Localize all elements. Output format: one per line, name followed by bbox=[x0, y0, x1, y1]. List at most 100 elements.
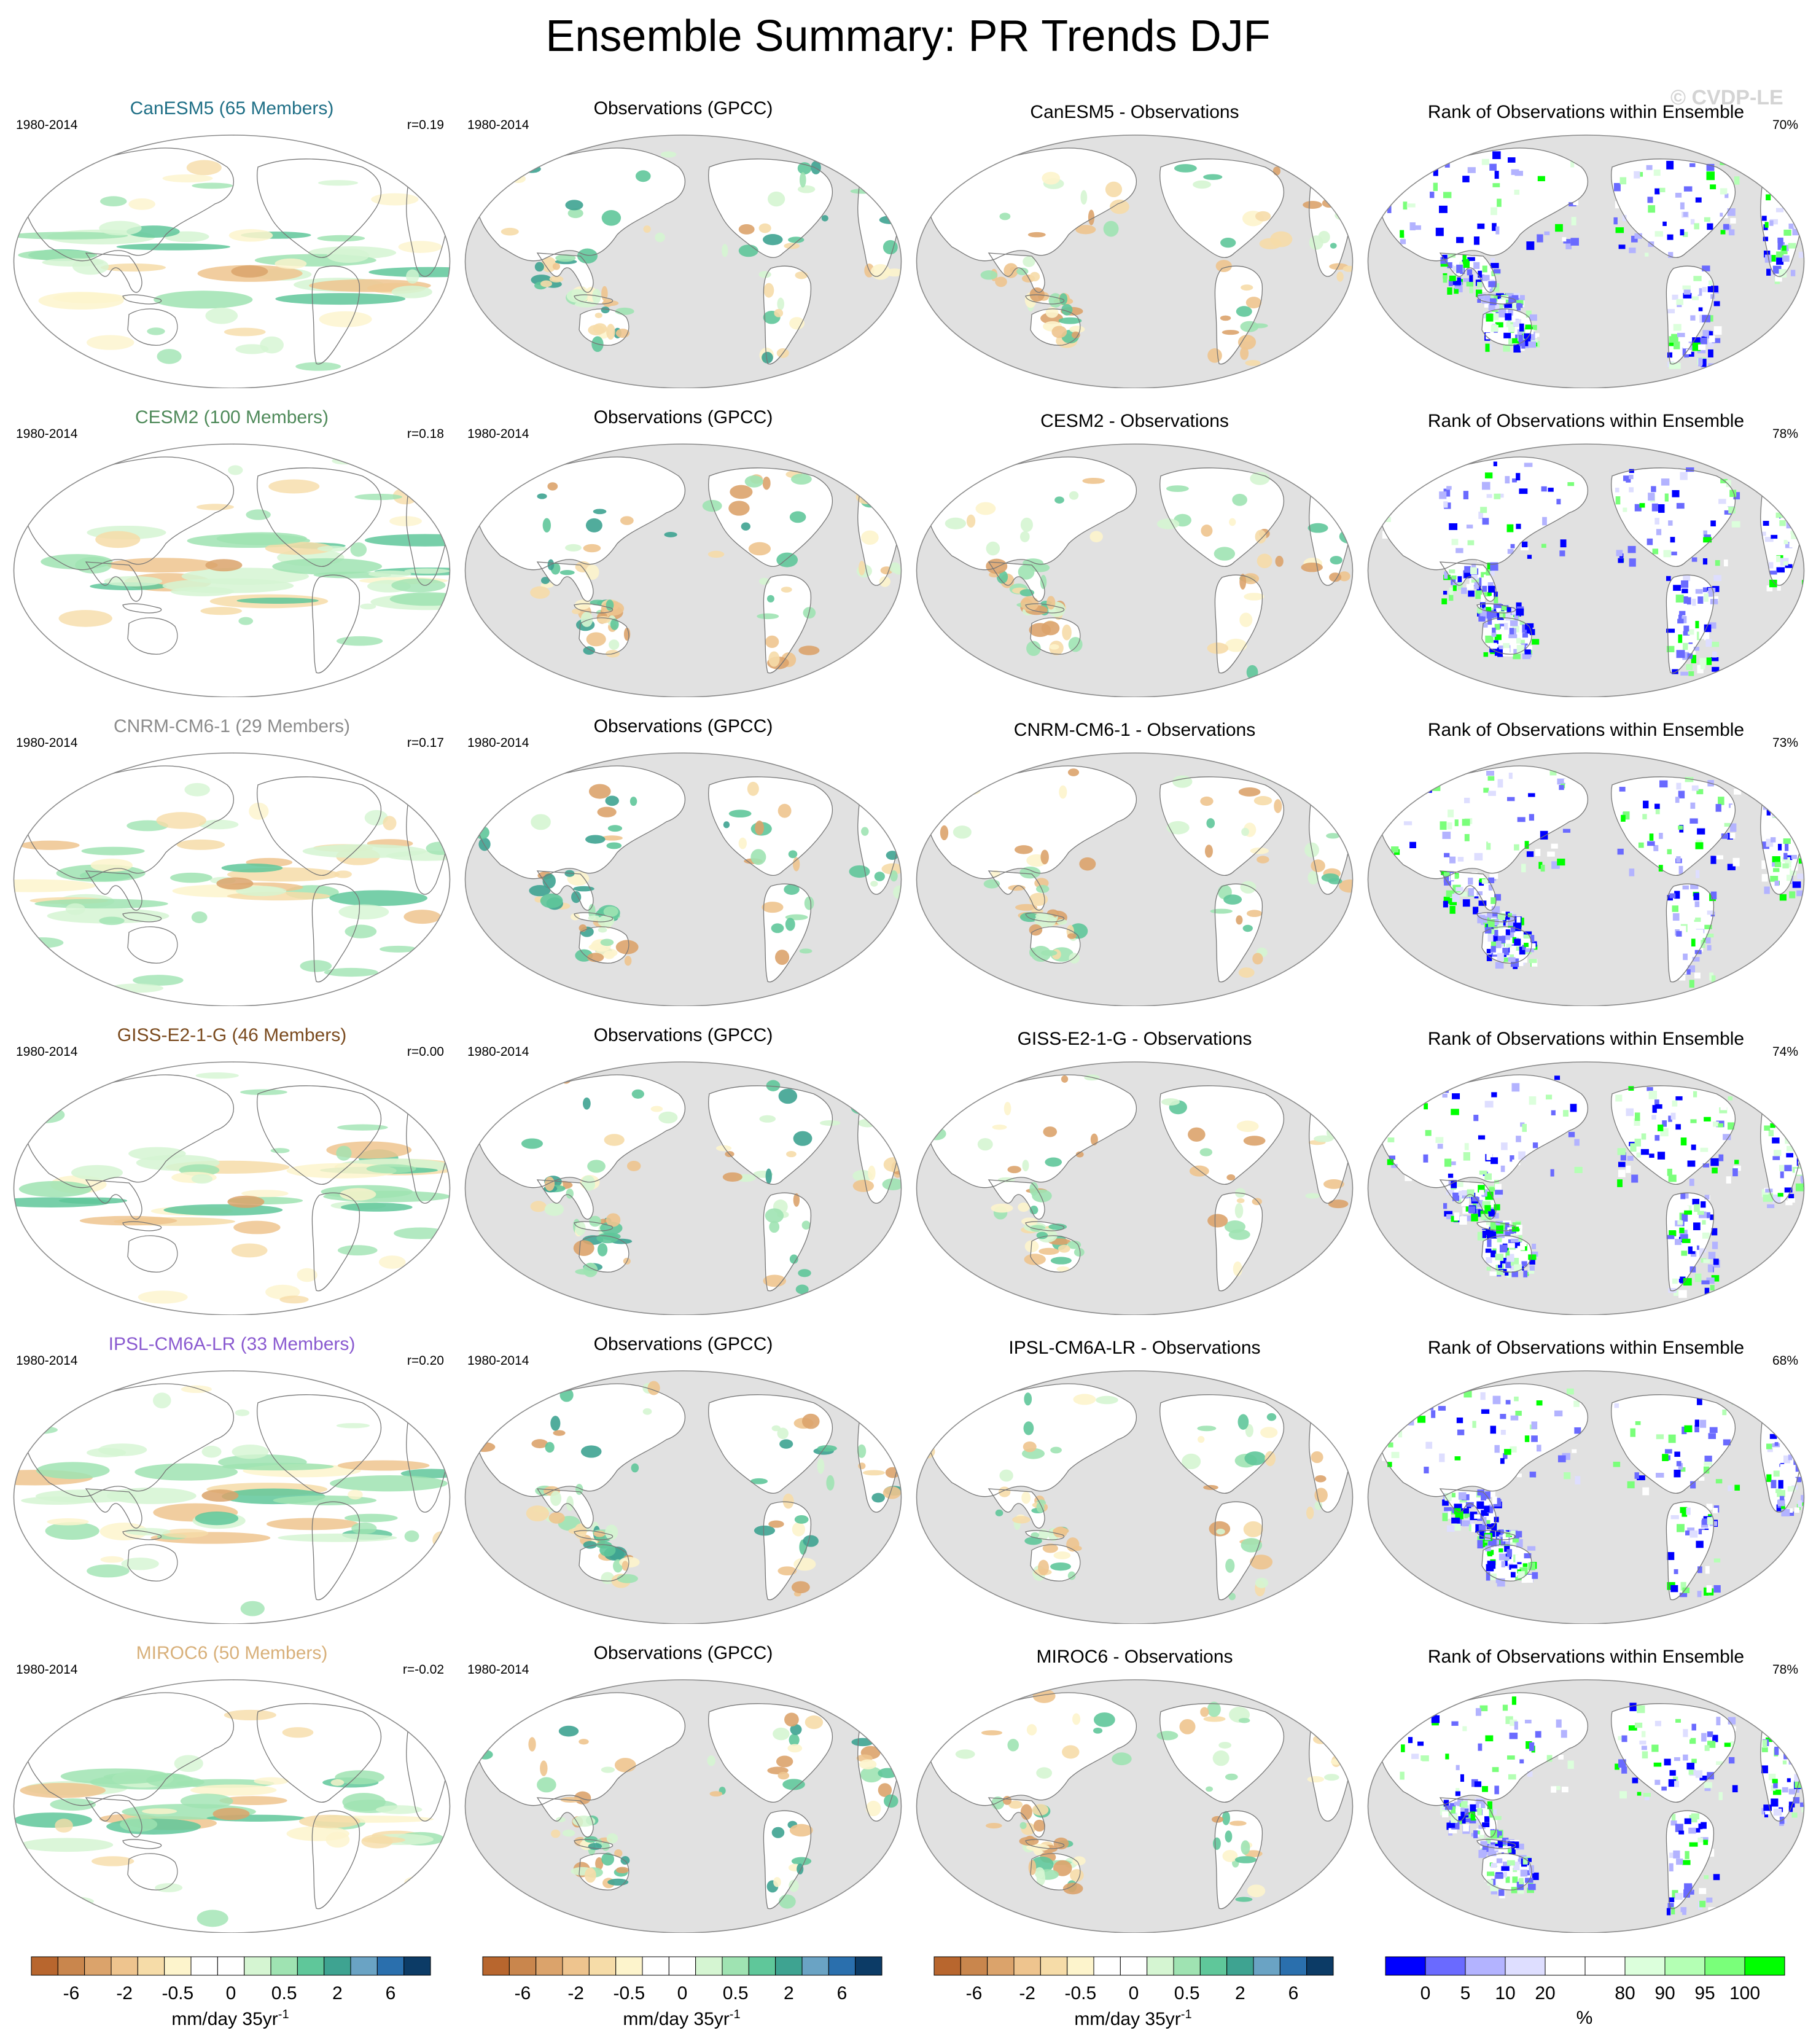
diff-map bbox=[916, 752, 1354, 1006]
panel-title: Rank of Observations within Ensemble bbox=[1427, 102, 1745, 122]
obs-map bbox=[464, 752, 902, 1006]
coastlines bbox=[475, 147, 902, 365]
diff-map bbox=[916, 1679, 1354, 1933]
tick-label: 0.5 bbox=[722, 1983, 749, 2003]
panel-title: Observations (GPCC) bbox=[593, 98, 773, 119]
map-border bbox=[13, 1679, 451, 1933]
coastlines bbox=[24, 1692, 450, 1909]
tick-label: 2 bbox=[783, 1983, 794, 2003]
obs-map bbox=[464, 1679, 902, 1933]
obs-map bbox=[464, 443, 902, 697]
tick-label: 0.5 bbox=[271, 1983, 297, 2003]
diff-map bbox=[916, 1061, 1354, 1315]
trend-field bbox=[921, 472, 1353, 680]
colorbar-swatches bbox=[31, 1956, 431, 1976]
pattern-correlation: r=0.20 bbox=[407, 1354, 444, 1368]
unit-exponent: -1 bbox=[278, 2008, 289, 2021]
period-label: 1980-2014 bbox=[16, 427, 78, 441]
trend-field bbox=[484, 453, 902, 669]
colorbar-unit: % bbox=[1576, 2008, 1593, 2028]
panel-title: CanESM5 - Observations bbox=[1030, 102, 1239, 122]
unit-text: mm/day 35yr bbox=[171, 2009, 278, 2029]
map-border bbox=[1367, 135, 1805, 388]
map-border bbox=[1367, 443, 1805, 697]
tick-label: 6 bbox=[385, 1983, 396, 2003]
model-panel: IPSL-CM6A-LR (33 Members) 1980-2014 r=0.20 bbox=[6, 1334, 458, 1626]
pattern-correlation: r=0.19 bbox=[407, 118, 444, 132]
tick-label: 6 bbox=[1288, 1983, 1299, 2003]
map-border bbox=[916, 1679, 1354, 1933]
colorbar-swatches bbox=[933, 1956, 1334, 1976]
diff-panel: CanESM5 - Observations bbox=[909, 98, 1360, 390]
diff-panel: MIROC6 - Observations bbox=[909, 1643, 1360, 1935]
tick-label: -2 bbox=[116, 1983, 133, 2003]
map-border bbox=[1367, 752, 1805, 1006]
map-border bbox=[464, 1370, 902, 1624]
land-masses bbox=[927, 1384, 1353, 1600]
unit-text: mm/day 35yr bbox=[1074, 2009, 1181, 2029]
period-label: 1980-2014 bbox=[467, 736, 529, 750]
map-border bbox=[13, 443, 451, 697]
rank-colorbar: 0 5 10 20 80 90 95 100% bbox=[1385, 1956, 1785, 2028]
diff-map bbox=[916, 443, 1354, 697]
model-panel: CNRM-CM6-1 (29 Members) 1980-2014 r=0.17 bbox=[6, 716, 458, 1008]
coastlines bbox=[475, 456, 902, 674]
colorbar-unit: mm/day 35yr-1 bbox=[171, 2008, 289, 2030]
obs-map bbox=[464, 1370, 902, 1624]
map-border bbox=[1367, 1370, 1805, 1624]
tick-label: 2 bbox=[332, 1983, 343, 2003]
tick-label: -0.5 bbox=[1064, 1983, 1097, 2003]
pattern-correlation: r=0.00 bbox=[407, 1045, 444, 1059]
rank-map bbox=[1367, 1370, 1805, 1624]
tick-label: 6 bbox=[836, 1983, 848, 2003]
model-map bbox=[13, 1679, 451, 1933]
coastlines bbox=[475, 765, 902, 983]
land-masses bbox=[25, 1075, 450, 1291]
panel-title: GISS-E2-1-G (46 Members) bbox=[117, 1025, 347, 1045]
coastlines bbox=[24, 147, 450, 365]
obs-map bbox=[464, 1061, 902, 1315]
coastlines bbox=[1378, 456, 1804, 674]
trend-field bbox=[477, 1074, 902, 1295]
period-label: 1980-2014 bbox=[467, 1663, 529, 1677]
rank-percent: 68% bbox=[1772, 1354, 1798, 1368]
diff-panel: CNRM-CM6-1 - Observations bbox=[909, 716, 1360, 1008]
panel-title: GISS-E2-1-G - Observations bbox=[1017, 1029, 1252, 1049]
panel-title: Observations (GPCC) bbox=[593, 407, 773, 427]
tick-label: 0 bbox=[1128, 1983, 1139, 2003]
panel-title: Observations (GPCC) bbox=[593, 1025, 773, 1045]
tick-label: 0 bbox=[1420, 1983, 1431, 2003]
tick-label: -0.5 bbox=[613, 1983, 645, 2003]
obs-map bbox=[464, 135, 902, 388]
coastlines bbox=[927, 456, 1353, 674]
period-label: 1980-2014 bbox=[467, 1045, 529, 1059]
map-border bbox=[1367, 1679, 1805, 1933]
pattern-correlation: r=0.18 bbox=[407, 427, 444, 441]
map-border bbox=[13, 752, 451, 1006]
obs-panel: Observations (GPCC) 1980-2014 bbox=[458, 98, 909, 390]
diff-map bbox=[916, 135, 1354, 388]
tick-label: -2 bbox=[1019, 1983, 1035, 2003]
panel-title: CESM2 (100 Members) bbox=[134, 407, 329, 427]
trend-colorbar: -6 -2 -0.5 0 0.5 2 6 mm/day 35yr-1 bbox=[933, 1956, 1334, 2029]
obs-panel: Observations (GPCC) 1980-2014 bbox=[458, 1334, 909, 1626]
rank-percent: 78% bbox=[1772, 1663, 1798, 1677]
panel-title: Observations (GPCC) bbox=[593, 716, 773, 736]
map-border bbox=[916, 1061, 1354, 1315]
tick-label: 20 bbox=[1535, 1983, 1556, 2003]
panel-title: CNRM-CM6-1 - Observations bbox=[1013, 720, 1256, 740]
rank-panel: Rank of Observations within Ensemble 78% bbox=[1360, 407, 1812, 699]
rank-percent: 78% bbox=[1772, 427, 1798, 441]
model-panel: CESM2 (100 Members) 1980-2014 r=0.18 bbox=[6, 407, 458, 699]
map-border bbox=[916, 752, 1354, 1006]
map-border bbox=[464, 752, 902, 1006]
rank-percent: 74% bbox=[1772, 1045, 1798, 1059]
obs-panel: Observations (GPCC) 1980-2014 bbox=[458, 407, 909, 699]
model-panel: CanESM5 (65 Members) 1980-2014 r=0.19 bbox=[6, 98, 458, 390]
diff-panel: GISS-E2-1-G - Observations bbox=[909, 1025, 1360, 1317]
map-border bbox=[13, 135, 451, 388]
tick-label: -6 bbox=[514, 1983, 531, 2003]
model-panel: GISS-E2-1-G (46 Members) 1980-2014 r=0.00 bbox=[6, 1025, 458, 1317]
period-label: 1980-2014 bbox=[467, 427, 529, 441]
tick-label: 100 bbox=[1729, 1983, 1761, 2003]
